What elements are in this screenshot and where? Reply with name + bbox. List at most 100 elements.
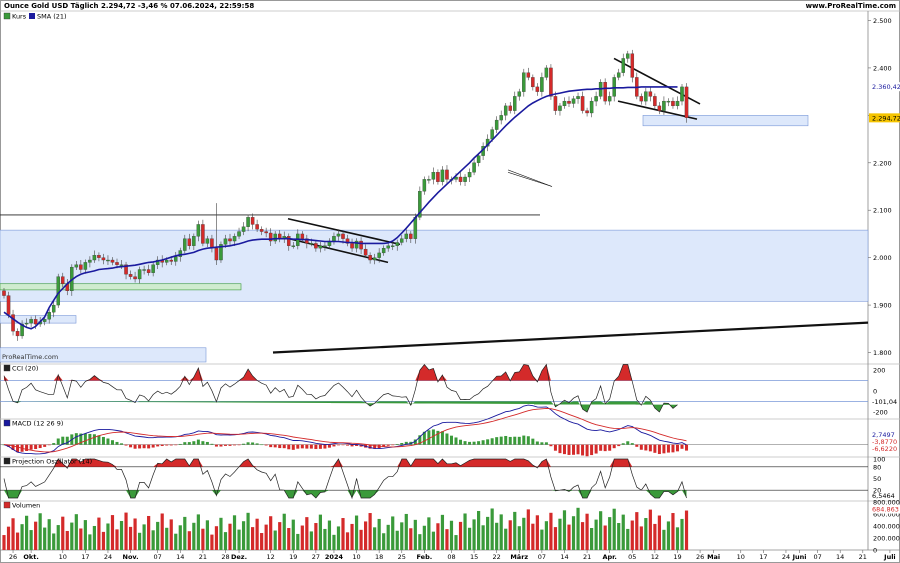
- candle-body: [142, 269, 146, 271]
- source-link[interactable]: www.ProRealTime.com: [805, 2, 896, 10]
- candle-body: [576, 96, 580, 99]
- po-value-label: 6,5464: [872, 492, 895, 500]
- x-tick-label: 21: [859, 553, 867, 561]
- macd-histogram-bar: [314, 444, 318, 450]
- macd-histogram-bar: [223, 444, 227, 446]
- volume-bar: [639, 526, 643, 550]
- triangle-lower-line: [507, 171, 553, 187]
- macd-histogram-bar: [504, 435, 508, 445]
- macd-value-label: -3,8770: [872, 438, 897, 446]
- volume-bar: [228, 523, 232, 550]
- candle-body: [309, 243, 314, 245]
- candle-body: [196, 224, 201, 237]
- watermark: ProRealTime.com: [2, 353, 58, 361]
- macd-histogram-bar: [16, 444, 20, 453]
- candle-body: [201, 224, 205, 244]
- volume-bar: [481, 525, 485, 550]
- macd-histogram-bar: [581, 444, 585, 456]
- x-tick-label: Mai: [707, 553, 720, 561]
- candle-body: [56, 276, 60, 306]
- volume-bar: [241, 521, 246, 550]
- candle-body: [400, 238, 404, 243]
- candle-body: [513, 96, 517, 111]
- legend-volume: Volumen: [12, 502, 40, 510]
- volume-bar: [458, 521, 463, 550]
- macd-histogram-bar: [169, 444, 173, 446]
- x-tick-label: 08: [447, 553, 455, 561]
- cci-line: [3, 363, 678, 413]
- volume-bar: [490, 508, 494, 550]
- macd-histogram-bar: [219, 444, 223, 447]
- volume-tick-label: 200.000: [873, 535, 900, 543]
- volume-bar: [454, 535, 458, 550]
- volume-bar: [101, 531, 106, 550]
- volume-bar: [25, 515, 29, 550]
- macd-histogram-bar: [431, 429, 435, 445]
- candle-body: [314, 243, 318, 249]
- candle-body: [390, 245, 395, 247]
- macd-histogram-bar: [309, 444, 313, 449]
- volume-bar: [571, 516, 576, 550]
- volume-bar: [287, 528, 291, 550]
- macd-histogram-bar: [178, 443, 182, 445]
- candle-body: [336, 233, 341, 237]
- x-tick-label: 19: [673, 553, 681, 561]
- candle-body: [291, 245, 296, 247]
- volume-bar: [576, 507, 580, 550]
- cci-oversold-area: [4, 401, 678, 413]
- candle-body: [657, 105, 662, 111]
- macd-line: [3, 404, 687, 455]
- macd-histogram-bar: [355, 444, 359, 446]
- volume-bar: [599, 511, 603, 550]
- volume-bar: [517, 526, 521, 550]
- volume-bar: [174, 533, 178, 550]
- wedge-lower-line: [617, 100, 698, 120]
- candle-body: [662, 100, 666, 111]
- volume-bar: [644, 518, 648, 550]
- candle-body: [15, 331, 20, 337]
- volume-bar: [29, 530, 33, 550]
- macd-histogram-bar: [459, 439, 463, 445]
- macd-histogram-bar: [553, 444, 557, 451]
- macd-histogram-bar: [517, 436, 521, 445]
- candle-body: [6, 295, 11, 315]
- macd-histogram-bar: [481, 440, 485, 445]
- macd-histogram-bar: [531, 438, 535, 445]
- volume-bar: [147, 515, 151, 550]
- macd-histogram-bar: [174, 444, 178, 446]
- macd-histogram-bar: [151, 444, 155, 448]
- po-tick-label: 100: [873, 455, 885, 463]
- macd-histogram-bar: [61, 436, 65, 445]
- candle-body: [250, 217, 255, 225]
- candle-body: [323, 245, 327, 247]
- candle-body: [675, 100, 680, 107]
- candle-body: [571, 98, 576, 104]
- macd-histogram-bar: [427, 430, 431, 445]
- macd-histogram-bar: [671, 444, 675, 453]
- macd-histogram-bar: [133, 444, 137, 449]
- price-label: 2.360,42: [872, 83, 900, 91]
- macd-histogram-bar: [83, 433, 87, 445]
- candle-body: [508, 105, 512, 111]
- legend-volume-swatch: [3, 501, 11, 509]
- volume-bar: [513, 511, 517, 550]
- macd-histogram-bar: [101, 436, 105, 445]
- x-tick-label: Okt.: [23, 553, 38, 561]
- macd-histogram-bar: [662, 444, 666, 454]
- volume-bar: [499, 514, 503, 550]
- y-tick-label: 2.100: [873, 207, 892, 215]
- candle-body: [377, 252, 381, 258]
- volume-bar: [350, 523, 354, 550]
- candle-body: [535, 86, 540, 92]
- volume-bar: [128, 526, 133, 550]
- candle-body: [110, 259, 115, 263]
- x-tick-label: 10: [352, 553, 360, 561]
- volume-bar: [223, 532, 228, 550]
- macd-histogram-bar: [535, 441, 539, 445]
- volume-bar: [205, 520, 209, 550]
- price-label: 2.294,72: [872, 114, 900, 122]
- candle-body: [368, 255, 372, 261]
- candle-body: [174, 256, 178, 262]
- volume-bar: [684, 510, 689, 550]
